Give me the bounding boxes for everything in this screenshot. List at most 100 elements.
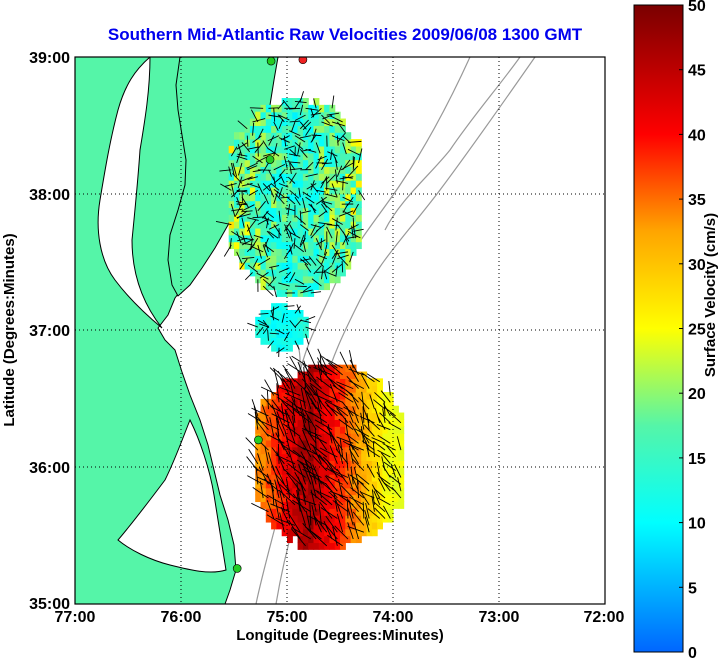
velocity-arrow bbox=[311, 107, 322, 118]
heatmap-cell bbox=[313, 501, 320, 509]
heatmap-cell bbox=[271, 433, 277, 441]
heatmap-cell bbox=[324, 118, 330, 126]
velocity-arrow bbox=[348, 448, 359, 465]
heatmap-cell bbox=[377, 501, 383, 509]
velocity-arrow bbox=[333, 404, 349, 417]
heatmap-cell bbox=[318, 221, 325, 229]
heatmap-cell bbox=[287, 111, 293, 120]
velocity-arrow bbox=[382, 505, 391, 519]
heatmap-cell bbox=[313, 467, 320, 475]
heatmap-cell bbox=[377, 508, 383, 516]
velocity-arrow bbox=[386, 445, 397, 458]
velocity-arrow bbox=[377, 497, 391, 506]
heatmap-cell bbox=[387, 494, 394, 503]
heatmap-cell bbox=[398, 494, 405, 503]
velocity-arrow bbox=[336, 513, 344, 533]
heatmap-cell bbox=[281, 248, 288, 256]
velocity-arrow bbox=[290, 528, 306, 547]
heatmap-cell bbox=[340, 262, 346, 270]
velocity-arrow bbox=[352, 511, 365, 526]
velocity-arrow bbox=[371, 437, 386, 444]
velocity-arrow bbox=[320, 238, 322, 249]
heatmap-cell bbox=[271, 480, 277, 489]
heatmap-cell bbox=[271, 145, 277, 154]
heatmap-cell bbox=[276, 173, 283, 181]
heatmap-cell bbox=[302, 398, 309, 407]
heatmap-cell bbox=[255, 132, 262, 140]
heatmap-cell bbox=[302, 221, 309, 229]
heatmap-cell bbox=[260, 433, 267, 441]
heatmap-cell bbox=[302, 378, 309, 386]
velocity-arrow bbox=[309, 443, 328, 458]
velocity-arrow bbox=[305, 316, 316, 321]
station-marker bbox=[254, 435, 263, 445]
heatmap-cell bbox=[271, 316, 277, 325]
heatmap-cell bbox=[350, 186, 357, 195]
heatmap-cell bbox=[297, 227, 304, 236]
heatmap-cell bbox=[377, 398, 383, 407]
heatmap-cell bbox=[318, 371, 325, 379]
heatmap-cell bbox=[308, 542, 315, 550]
heatmap-cell bbox=[350, 392, 357, 400]
velocity-arrow bbox=[241, 217, 245, 228]
heatmap-cell bbox=[308, 173, 315, 181]
velocity-arrow bbox=[237, 143, 243, 157]
heatmap-cell bbox=[350, 446, 357, 455]
heatmap-cell bbox=[313, 385, 320, 393]
velocity-arrow bbox=[279, 173, 285, 184]
heatmap-cell bbox=[398, 487, 405, 496]
heatmap-cell bbox=[276, 515, 283, 523]
heatmap-cell bbox=[350, 364, 357, 373]
heatmap-cell bbox=[271, 412, 277, 420]
heatmap-cell bbox=[350, 241, 357, 250]
velocity-arrow bbox=[366, 463, 375, 478]
heatmap-cell bbox=[398, 480, 405, 489]
heatmap-cell bbox=[355, 405, 362, 414]
velocity-arrow bbox=[338, 418, 354, 431]
velocity-arrow bbox=[335, 180, 349, 184]
heatmap-cell bbox=[308, 446, 315, 455]
velocity-arrow bbox=[347, 526, 365, 533]
heatmap-cell bbox=[265, 419, 272, 427]
heatmap-cell bbox=[355, 487, 362, 496]
velocity-arrow bbox=[289, 231, 293, 242]
heatmap-cell bbox=[276, 118, 283, 126]
heatmap-cell bbox=[377, 378, 383, 386]
heatmap-cell bbox=[387, 515, 394, 523]
heatmap-cell bbox=[345, 392, 352, 400]
velocity-arrow bbox=[357, 479, 370, 492]
heatmap-cell bbox=[287, 521, 293, 530]
heatmap-cell bbox=[377, 439, 383, 448]
heatmap-cell bbox=[345, 248, 352, 256]
velocity-arrow bbox=[292, 449, 312, 465]
y-tick-label: 39:00 bbox=[29, 50, 70, 67]
heatmap-cell bbox=[292, 521, 299, 530]
velocity-arrow bbox=[279, 386, 301, 396]
velocity-arrow bbox=[290, 232, 301, 239]
velocity-arrow bbox=[234, 203, 243, 217]
velocity-arrow bbox=[308, 203, 317, 212]
heatmap-cell bbox=[302, 412, 309, 420]
heatmap-cell bbox=[355, 241, 362, 250]
velocity-arrow bbox=[258, 312, 269, 315]
heatmap-cell bbox=[324, 166, 330, 174]
velocity-arrow bbox=[349, 441, 359, 458]
heatmap-cell bbox=[324, 521, 330, 530]
velocity-arrow bbox=[317, 348, 328, 369]
heatmap-cell bbox=[302, 501, 309, 509]
heatmap-cell bbox=[334, 515, 341, 523]
velocity-arrow bbox=[239, 258, 248, 270]
heatmap-cell bbox=[260, 173, 267, 181]
heatmap-cell bbox=[329, 371, 336, 379]
velocity-arrow bbox=[356, 473, 370, 485]
velocity-arrow bbox=[263, 152, 276, 157]
heatmap-cell bbox=[324, 501, 330, 509]
velocity-arrow bbox=[275, 454, 296, 465]
heatmap-cell bbox=[265, 446, 272, 455]
velocity-arrow bbox=[282, 423, 301, 437]
heatmap-cell bbox=[324, 200, 330, 209]
heatmap-cell bbox=[313, 173, 320, 181]
heatmap-cell bbox=[318, 275, 325, 284]
heatmap-cell bbox=[249, 221, 256, 229]
heatmap-cell bbox=[308, 378, 315, 386]
